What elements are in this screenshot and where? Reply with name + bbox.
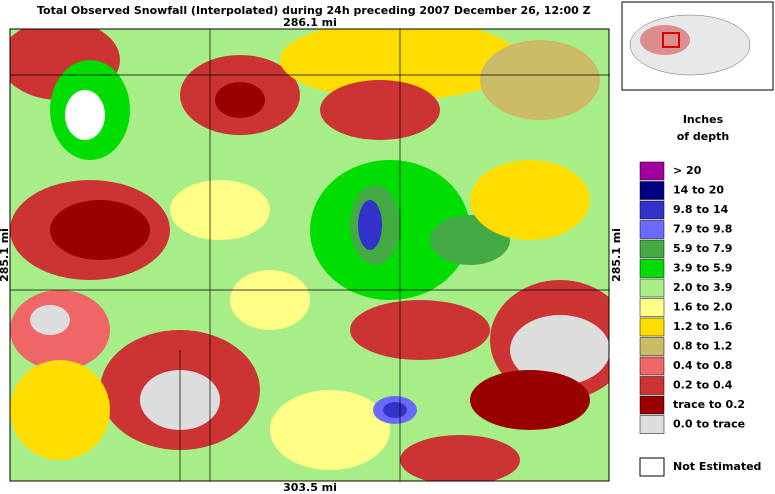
bottom-scale: 303.5 mi (283, 481, 337, 494)
legend: > 20 14 to 20 9.8 to 14 7.9 to 9.8 5.9 to 7.… (639, 161, 745, 434)
legend-label: trace to 0.2 (673, 398, 745, 411)
legend-label: > 20 (673, 164, 702, 177)
legend-swatch (639, 239, 665, 259)
legend-label: 5.9 to 7.9 (673, 242, 732, 255)
title: Total Observed Snowfall (Interpolated) d… (37, 4, 591, 17)
legend-label: 9.8 to 14 (673, 203, 729, 216)
legend-label: 0.8 to 1.2 (673, 340, 732, 353)
legend-swatch (639, 259, 665, 278)
top-scale: 286.1 mi (283, 16, 337, 29)
legend-swatch (639, 317, 665, 337)
left-scale: 285.1 mi (0, 228, 11, 282)
legend-swatch (639, 181, 665, 200)
inset-map (621, 1, 774, 91)
legend-swatch (639, 356, 665, 376)
legend-title: Inches (683, 113, 724, 126)
legend-swatch (639, 278, 665, 298)
legend-label: 0.4 to 0.8 (673, 359, 732, 372)
legend-label: 0.0 to trace (673, 418, 745, 431)
legend-label: Not Estimated (673, 460, 761, 473)
legend-label: 2.0 to 3.9 (673, 281, 732, 294)
snowfall-map (9, 28, 610, 482)
legend-swatch (639, 200, 665, 220)
legend-title: of depth (677, 130, 729, 143)
legend-label: 1.6 to 2.0 (673, 301, 733, 314)
legend-swatch (639, 298, 665, 317)
legend-swatch (639, 457, 665, 477)
legend-swatch (639, 220, 665, 239)
right-scale: 285.1 mi (610, 228, 623, 282)
legend-swatch (639, 395, 665, 415)
legend-label: 1.2 to 1.6 (673, 320, 733, 333)
legend-label: 14 to 20 (673, 184, 724, 197)
legend-swatch (639, 376, 665, 395)
legend-label: 3.9 to 5.9 (673, 262, 732, 275)
legend-swatch (639, 161, 665, 181)
legend-label: 0.2 to 0.4 (673, 379, 733, 392)
legend-swatch (639, 337, 665, 356)
legend-label: 7.9 to 9.8 (673, 223, 732, 236)
legend-swatch (639, 415, 665, 434)
